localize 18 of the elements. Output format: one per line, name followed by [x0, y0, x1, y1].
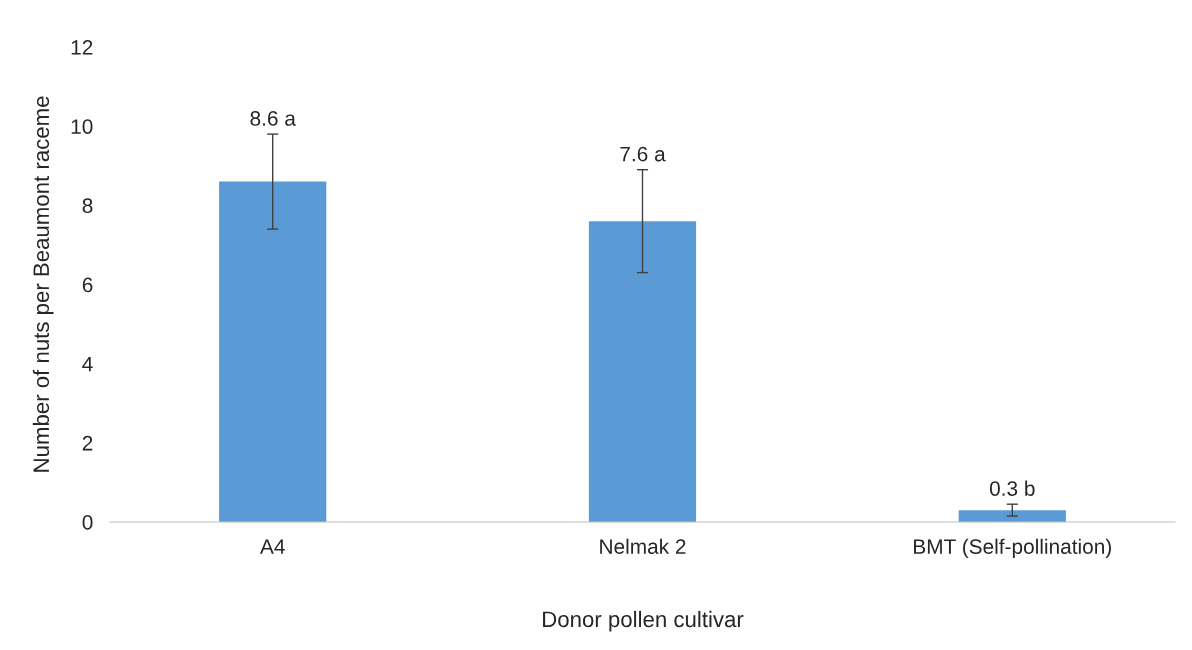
- x-tick-label: BMT (Self-pollination): [914, 538, 1111, 559]
- x-tick-label: A4: [260, 539, 285, 554]
- y-tick-label: 6: [82, 277, 93, 293]
- bar: [958, 510, 1066, 522]
- data-label: 7.6 a: [620, 146, 666, 162]
- y-axis-title: Number of nuts per Beaumont raceme: [32, 96, 54, 472]
- data-label: 8.6 a: [250, 111, 296, 126]
- y-tick-label: 2: [82, 435, 93, 451]
- x-tick-label: Nelmak 2: [600, 538, 686, 554]
- data-label: 0.3 b: [989, 480, 1035, 496]
- y-tick-label: 0: [82, 515, 93, 530]
- bar: [219, 181, 327, 522]
- x-axis-title: Donor pollen cultivar: [543, 610, 744, 632]
- y-tick-label: 4: [82, 356, 93, 372]
- bar: [588, 221, 697, 522]
- y-tick-label: 8: [82, 198, 93, 214]
- y-tick-label: 10: [71, 119, 93, 134]
- y-tick-label: 12: [71, 40, 93, 55]
